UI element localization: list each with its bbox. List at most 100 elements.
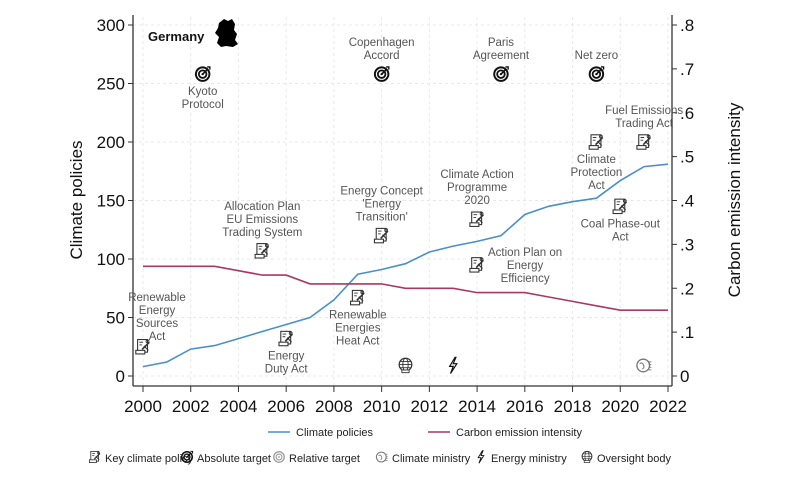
annotation	[449, 356, 458, 375]
annotation	[398, 357, 413, 374]
germany-map-icon	[215, 19, 238, 47]
x-tick-label: 2020	[601, 397, 639, 416]
y-right-tick-label: .2	[680, 279, 694, 298]
x-tick-label: 2016	[506, 397, 544, 416]
x-tick-label: 2006	[267, 397, 305, 416]
key-climate-policy-icon	[636, 133, 652, 151]
x-tick-label: 2004	[220, 397, 258, 416]
climate-policies-line	[142, 163, 669, 368]
y-right-tick-label: 0	[680, 367, 689, 386]
energy-ministry-icon	[449, 356, 458, 375]
oversight-body-icon	[398, 357, 413, 374]
annotation-label: Climate	[577, 154, 616, 166]
icon-legend-label: Energy ministry	[491, 453, 567, 465]
climate-ministry-icon	[636, 358, 653, 373]
series-lines	[142, 163, 669, 368]
icon-legend: Key climate policy Absolute target Relativ…	[88, 450, 671, 465]
icon-legend-label: Climate ministry	[392, 453, 471, 465]
y-right-tick-label: .7	[680, 60, 694, 79]
y-right-tick-label: .4	[680, 192, 694, 211]
icon-legend-label: Oversight body	[597, 453, 671, 465]
y-right-tick-label: .1	[680, 323, 694, 342]
legend: Climate policies Carbon emission intensit…	[268, 427, 582, 439]
annotation-label: Agreement	[473, 50, 530, 62]
key-climate-policy-icon	[469, 256, 485, 273]
carbon-emission-intensity-line	[143, 265, 668, 312]
annotation-label: EU Emissions	[227, 214, 299, 226]
y-left-tick-label: 200	[97, 133, 125, 152]
annotation-label: 2020	[464, 195, 490, 207]
icon-legend-label: Key climate policy	[105, 453, 194, 465]
absolute-target-icon	[373, 65, 390, 82]
key-climate-policy-icon	[349, 289, 365, 306]
annotation-label: Heat Act	[336, 336, 380, 348]
annotation-label: Coal Phase-out	[581, 218, 661, 230]
annotation-label: Climate Action	[440, 169, 514, 181]
y-right-tick-label: .8	[680, 16, 694, 35]
key-climate-policy-icon	[588, 133, 604, 151]
y-right-tick-label: .3	[680, 235, 694, 254]
annotation-label: Allocation Plan	[224, 201, 300, 213]
annotation-label: Energy Concept	[340, 186, 423, 198]
annotation-label: Energy	[507, 260, 544, 272]
annotation-label: Accord	[364, 50, 400, 62]
x-tick-label: 2002	[172, 397, 210, 416]
annotation-label: Energy	[139, 305, 176, 317]
y-axis-right-title: Carbon emission intensity	[725, 102, 744, 297]
x-tick-label: 2018	[554, 397, 592, 416]
icon-legend-label: Absolute target	[197, 453, 271, 465]
key-climate-policy-icon	[612, 198, 628, 215]
annotation-label: Trading System	[222, 227, 302, 239]
annotation-label: Efficiency	[501, 273, 550, 285]
annotation-label: Transition'	[356, 212, 408, 224]
key-climate-policy-icon	[469, 211, 485, 228]
annotation-label: Protection	[571, 167, 623, 179]
key-climate-policy-icon	[88, 450, 101, 464]
annotation-label: Net zero	[575, 50, 618, 62]
x-tick-label: 2022	[649, 397, 687, 416]
annotation-label: Energy	[268, 351, 305, 363]
annotation-label: Paris	[488, 37, 514, 49]
annotation-label: Act	[149, 331, 166, 343]
gridlines	[133, 17, 672, 386]
annotation-label: Protocol	[182, 99, 224, 111]
x-tick-label: 2008	[315, 397, 353, 416]
annotation-label: Trading Act	[615, 118, 674, 130]
energy-ministry-icon	[477, 450, 485, 464]
y-right-tick-label: .5	[680, 148, 694, 167]
oversight-body-icon	[581, 450, 593, 464]
annotation-label: Copenhagen	[349, 37, 415, 49]
annotation-label: Duty Act	[265, 364, 309, 376]
key-climate-policy-icon	[278, 330, 294, 347]
relative-target-icon	[273, 451, 285, 463]
annotation-label: Renewable	[128, 292, 186, 304]
y-right-tick-label: .6	[680, 104, 694, 123]
icon-legend-label: Relative target	[289, 453, 360, 465]
absolute-target-icon	[588, 65, 605, 82]
annotation: Net zero	[575, 50, 618, 82]
y-left-tick-label: 150	[97, 192, 125, 211]
x-tick-label: 2000	[124, 397, 162, 416]
annotation-label: Action Plan on	[488, 247, 562, 259]
key-climate-policy-icon	[134, 338, 151, 355]
key-climate-policy-icon	[254, 242, 270, 259]
legend-label: Climate policies	[296, 427, 374, 439]
annotation-label: Fuel Emissions	[605, 105, 683, 117]
annotation-label: 'Energy	[362, 199, 401, 211]
chart-title: Germany	[148, 29, 205, 44]
